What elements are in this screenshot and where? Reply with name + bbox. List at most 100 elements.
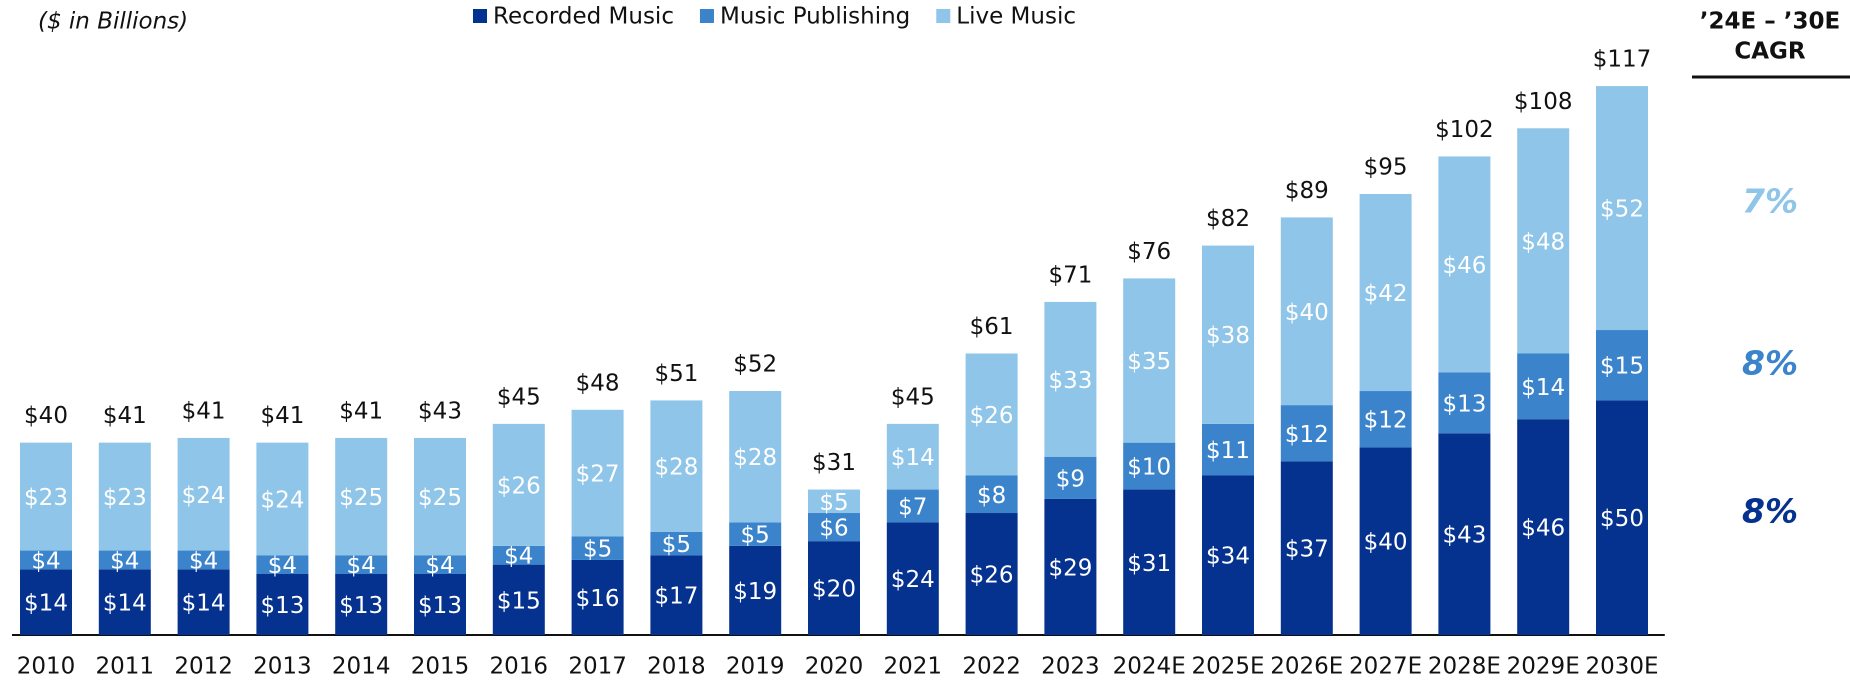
value-label: $4: [31, 548, 60, 574]
value-label: $25: [339, 485, 383, 511]
bar-segment: [808, 513, 860, 542]
bar-segment: [20, 442, 72, 551]
bar-segment: [98, 550, 151, 570]
bar-segment: [886, 489, 939, 523]
value-label: $27: [576, 462, 620, 488]
total-label: $40: [24, 403, 68, 429]
subtitle: ($ in Billions): [38, 9, 188, 35]
value-label: $40: [1364, 530, 1408, 556]
bar-segment: [965, 353, 1018, 476]
value-label: $7: [898, 494, 927, 520]
bar-segment: [20, 569, 72, 635]
total-label: $41: [260, 403, 304, 429]
legend-label: Music Publishing: [720, 4, 910, 30]
cagr-value: 8%: [1742, 492, 1798, 531]
value-label: $5: [583, 537, 612, 563]
bar-segment: [1123, 442, 1176, 490]
total-label: $71: [1048, 262, 1092, 288]
value-label: $34: [1206, 544, 1250, 570]
value-label: $11: [1206, 438, 1250, 464]
x-tick-label: 2011: [96, 654, 155, 680]
value-label: $10: [1127, 455, 1171, 481]
bar-segment: [1596, 400, 1648, 635]
value-label: $24: [182, 483, 226, 509]
bar-segment: [808, 541, 860, 635]
legend-swatch: [473, 9, 487, 23]
total-label: $48: [576, 370, 620, 396]
bar-segment: [965, 513, 1018, 635]
value-label: $15: [1600, 354, 1644, 380]
bar-segment: [177, 569, 230, 635]
value-label: $14: [1521, 375, 1565, 401]
bar-segment: [98, 569, 151, 635]
x-tick-label: 2029E: [1507, 654, 1580, 680]
value-label: $52: [1600, 197, 1644, 223]
value-label: $48: [1521, 229, 1565, 255]
value-label: $13: [1442, 391, 1486, 417]
x-tick-label: 2013: [253, 654, 312, 680]
total-label: $117: [1593, 47, 1652, 73]
bar-segment: [1596, 86, 1648, 331]
legend-label: Live Music: [956, 4, 1076, 30]
value-label: $13: [260, 593, 304, 619]
x-tick-label: 2024E: [1113, 654, 1186, 680]
bar-segment: [1123, 278, 1176, 443]
bar-segment: [492, 423, 545, 546]
total-label: $52: [733, 352, 777, 378]
bar-segment: [729, 545, 782, 635]
value-label: $8: [977, 483, 1006, 509]
bar-segment: [1280, 405, 1333, 462]
value-label: $38: [1206, 323, 1250, 349]
bar-segment: [335, 574, 388, 635]
bar-segment: [492, 545, 545, 565]
bar-segment: [650, 400, 703, 532]
bar-segment: [98, 442, 151, 551]
value-label: $43: [1442, 523, 1486, 549]
value-label: $19: [733, 579, 777, 605]
bar-segment: [886, 522, 939, 635]
value-label: $4: [189, 548, 218, 574]
x-tick-label: 2021: [884, 654, 943, 680]
bar-segment: [729, 391, 782, 523]
x-tick-label: 2023: [1041, 654, 1100, 680]
value-label: $15: [497, 588, 541, 614]
value-label: $13: [339, 593, 383, 619]
bar-segment: [1280, 461, 1333, 635]
value-label: $26: [497, 473, 541, 499]
x-tick-label: 2022: [962, 654, 1021, 680]
bar-segment: [1359, 391, 1412, 448]
value-label: $24: [891, 567, 935, 593]
bar-segment: [1123, 489, 1176, 635]
value-label: $12: [1285, 422, 1329, 448]
bar-segment: [335, 437, 388, 556]
value-label: $28: [654, 455, 698, 481]
x-tick-label: 2025E: [1191, 654, 1264, 680]
total-label: $45: [891, 384, 935, 410]
total-label: $41: [103, 403, 147, 429]
bar-segment: [886, 423, 939, 490]
bar-segment: [1517, 353, 1570, 420]
x-tick-label: 2014: [332, 654, 391, 680]
total-label: $43: [418, 398, 462, 424]
total-label: $102: [1435, 117, 1494, 143]
bar-segment: [414, 574, 466, 635]
bar-segment: [1044, 498, 1097, 635]
value-label: $14: [891, 445, 935, 471]
x-tick-label: 2026E: [1270, 654, 1343, 680]
total-label: $82: [1206, 206, 1250, 232]
bar-segment: [1438, 372, 1491, 434]
total-label: $108: [1514, 89, 1573, 115]
bar-segment: [256, 555, 309, 575]
total-label: $76: [1127, 239, 1171, 265]
bar-segment: [335, 555, 388, 575]
legend-swatch: [936, 9, 951, 23]
value-label: $20: [812, 577, 856, 603]
bar-segment: [1359, 193, 1412, 392]
bar-segment: [808, 489, 860, 514]
value-label: $14: [182, 591, 226, 617]
legend-swatch: [699, 9, 714, 23]
cagr-value: 7%: [1742, 182, 1798, 221]
value-label: $37: [1285, 537, 1329, 563]
bar-segment: [965, 475, 1018, 514]
value-label: $35: [1127, 349, 1171, 375]
